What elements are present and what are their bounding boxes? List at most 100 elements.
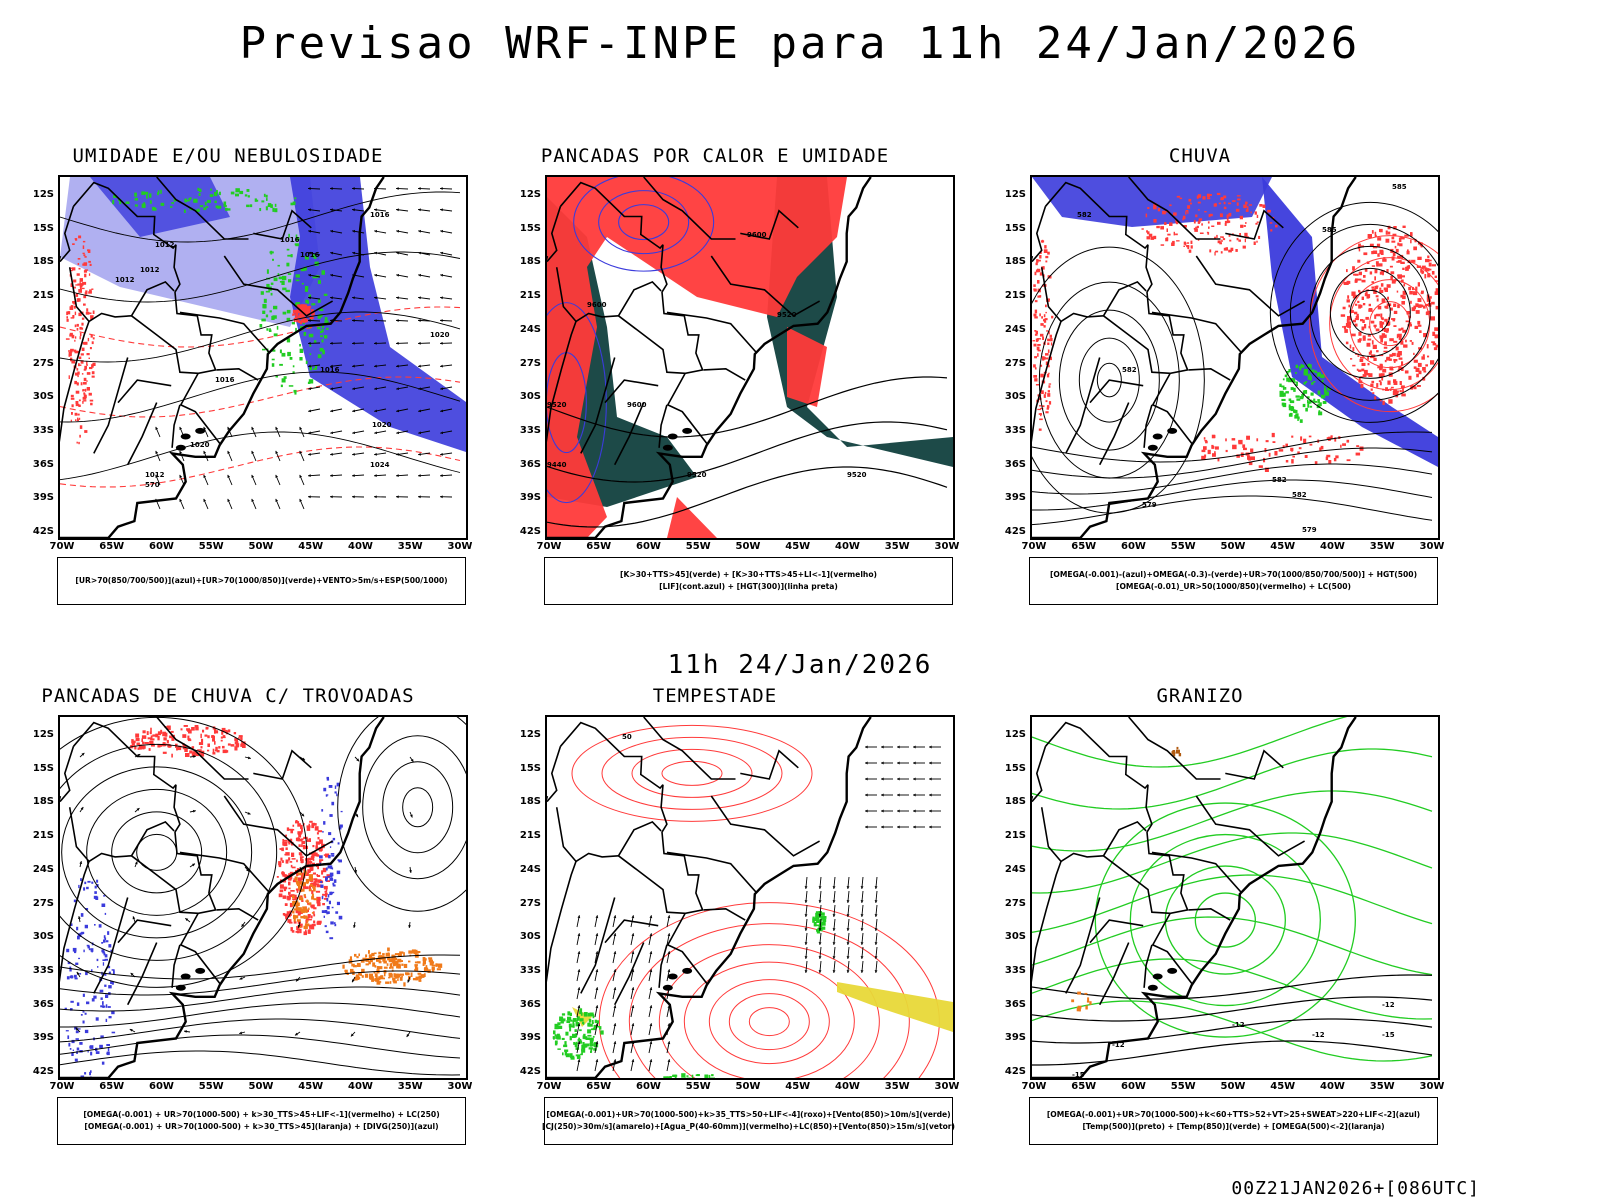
divg-blue-cell xyxy=(108,1016,112,1019)
country-border xyxy=(575,312,619,323)
legend-text: [OMEGA(-0.001) + UR>70(1000-500) + k>30_… xyxy=(84,1122,439,1131)
hgt-500-south-line xyxy=(1032,447,1433,479)
ur-1000-850-green-n-cell xyxy=(209,194,214,197)
orange-k-tts-cell xyxy=(358,953,360,957)
orange-k-tts-cell xyxy=(395,976,399,979)
red-trovoada-n-cell xyxy=(142,741,145,745)
red-trovoada-cell xyxy=(311,824,314,829)
country-border xyxy=(547,206,562,263)
vento850-green-cell xyxy=(557,1022,561,1026)
omega-red-east-cell xyxy=(1376,298,1379,302)
temp850-green-c-line xyxy=(1129,833,1321,1007)
omega-red-west-cell xyxy=(1050,338,1053,342)
country-border xyxy=(72,181,177,250)
omega-red-north-cell xyxy=(1224,220,1229,224)
ur-1000-850-green-n-cell xyxy=(160,189,162,194)
omega-red-west-cell xyxy=(1040,373,1044,378)
wind-vector-head xyxy=(330,208,333,212)
ur-1000-850-green-cell xyxy=(281,352,286,357)
esp-red-west-cell xyxy=(84,256,87,258)
omega-red-east-cell xyxy=(1376,264,1379,267)
omega-red-west-cell xyxy=(1039,313,1041,317)
omega-red-south-cell xyxy=(1201,455,1206,461)
vento850-green-s-cell xyxy=(687,1077,691,1078)
ur-1000-850-green-cell xyxy=(297,237,300,241)
omega-red-north-cell xyxy=(1201,223,1203,226)
omega-red-east-cell xyxy=(1342,306,1346,310)
divg-blue-e-cell xyxy=(335,911,339,914)
temp500-black-line xyxy=(1032,1018,1433,1044)
red-trovoada-n-cell xyxy=(191,727,195,731)
orange-k-tts-2-cell xyxy=(304,916,308,919)
omega-red-east-cell xyxy=(1401,254,1404,260)
divg-blue-e-cell xyxy=(325,867,328,871)
panel-title: PANCADAS DE CHUVA C/ TROVOADAS xyxy=(41,685,415,707)
omega-red-east-cell xyxy=(1385,329,1389,333)
red-trovoada-cell xyxy=(285,847,288,850)
orange-k-tts-cell xyxy=(344,969,348,975)
ur-1000-850-green-cell xyxy=(265,314,269,318)
red-trovoada-cell xyxy=(288,887,291,890)
esp-red-west-cell xyxy=(78,267,81,270)
orange-k-tts-cell xyxy=(381,955,385,958)
red-trovoada-cell xyxy=(301,899,304,902)
ur-1000-850-green-cell xyxy=(279,363,283,366)
omega-red-east-cell xyxy=(1383,334,1387,338)
country-border xyxy=(93,897,129,994)
red-trovoada-cell xyxy=(300,877,304,881)
omega-red-east-cell xyxy=(1360,319,1363,322)
wind-vector-head xyxy=(203,498,207,502)
red-trovoada-n-cell xyxy=(157,735,160,741)
omega-red-north-cell xyxy=(1208,194,1212,196)
lat-tick-label: 36S xyxy=(32,458,54,470)
orange-k-tts-2-cell xyxy=(297,907,302,912)
wind-vector-head xyxy=(832,886,836,889)
ur-1000-850-green-n-cell xyxy=(134,197,138,201)
wind-vector-head xyxy=(193,755,196,758)
esp-red-west-cell xyxy=(82,240,86,243)
omega-red-south-cell xyxy=(1214,451,1216,455)
omega-red-east-cell xyxy=(1398,328,1402,331)
omega-red-south-cell xyxy=(1285,443,1288,447)
orange-k-tts-cell xyxy=(425,965,428,970)
country-border xyxy=(60,206,75,263)
divg-blue-cell xyxy=(96,879,99,883)
country-border xyxy=(126,942,158,1006)
ur-1000-850-green-n-cell xyxy=(235,188,240,193)
wind-vector-head xyxy=(330,251,334,255)
omega-red-east-cell xyxy=(1417,362,1422,367)
omega-red-north-cell xyxy=(1187,246,1190,250)
country-border xyxy=(604,379,659,404)
omega-red-east-cell xyxy=(1393,379,1397,383)
omega-green-cell xyxy=(1293,381,1296,383)
omega-red-east-cell xyxy=(1397,242,1400,246)
wind-vector-head xyxy=(595,915,599,919)
omega-green-cell xyxy=(1308,373,1311,378)
omega-red-east-cell xyxy=(1354,311,1358,315)
wind-vector-head xyxy=(929,745,932,749)
contour-label: 1012 xyxy=(115,276,135,284)
red-trovoada-n-cell xyxy=(233,732,237,735)
omega-red-east-cell xyxy=(1411,259,1416,263)
omega-red-north-cell xyxy=(1153,219,1157,223)
omega-red-east-cell xyxy=(1399,390,1402,393)
country-border xyxy=(1032,807,1062,983)
country-border xyxy=(179,851,270,893)
omega-red-east-cell xyxy=(1386,269,1389,274)
orange-k-tts-cell xyxy=(399,977,403,981)
divg-blue-cell xyxy=(74,1058,78,1062)
wind-vector-head xyxy=(352,341,355,345)
esp-red-west-cell xyxy=(77,263,80,265)
divg-blue-cell xyxy=(101,971,103,976)
esp-red-west-cell xyxy=(91,371,95,375)
red-trovoada-n-cell xyxy=(192,751,196,753)
red-trovoada-cell xyxy=(305,860,310,865)
red-trovoada-cell xyxy=(317,902,321,907)
wind-vector-head xyxy=(846,900,850,903)
omega-red-west-cell xyxy=(1037,344,1041,346)
red-trovoada-cell xyxy=(322,893,326,896)
ur-1000-850-green-cell xyxy=(270,292,273,296)
lon-tick-label: 35W xyxy=(884,541,910,552)
wind-vector-head xyxy=(308,341,311,345)
omega-red-east-cell xyxy=(1431,264,1436,267)
